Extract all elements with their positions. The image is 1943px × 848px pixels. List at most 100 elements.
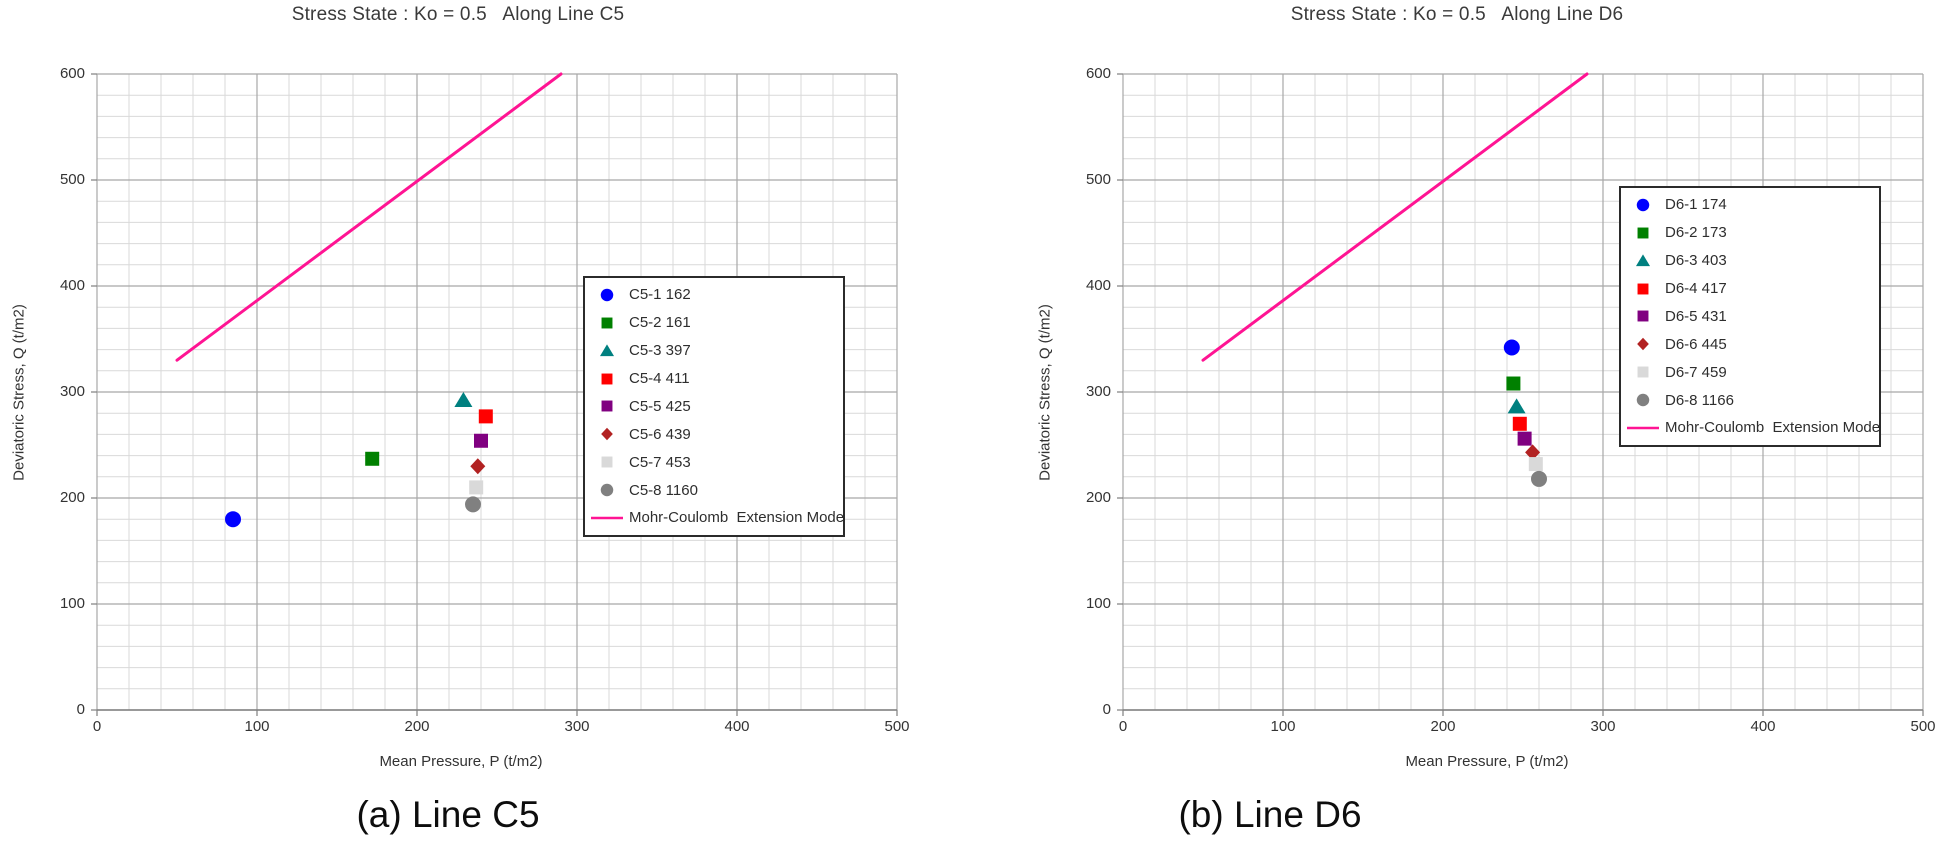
legend-marker-square-icon — [1627, 280, 1659, 298]
legend-item-d6-4: D6-4 417 — [1621, 276, 1879, 302]
legend-item-c5-2: C5-2 161 — [585, 310, 843, 336]
legend-label: C5-2 161 — [629, 314, 691, 332]
legend-label: D6-5 431 — [1665, 307, 1727, 325]
legend-marker-square-icon — [591, 453, 623, 471]
x-tick-label: 300 — [1590, 718, 1616, 735]
legend-label: D6-7 459 — [1665, 363, 1727, 381]
legend-item-d6-8: D6-8 1166 — [1621, 387, 1879, 413]
legend-marker-circle-icon — [591, 286, 623, 304]
marker-c5-3 — [454, 391, 473, 407]
marker-c5-6 — [470, 458, 486, 475]
marker-c5-7 — [469, 480, 484, 495]
x-axis-label: Mean Pressure, P (t/m2) — [1405, 753, 1569, 770]
legend-marker-circle-icon — [591, 481, 623, 499]
legend-item-d6-5: D6-5 431 — [1621, 303, 1879, 329]
legend: D6-1 174 D6-2 173 D6-3 403 D6-4 417 D6-5 431… — [1619, 186, 1881, 447]
legend-label: C5-7 453 — [629, 453, 691, 471]
marker-d6-1 — [1503, 339, 1520, 356]
legend-item-c5-7: C5-7 453 — [585, 449, 843, 475]
legend-item-c5-5: C5-5 425 — [585, 393, 843, 419]
x-tick-label: 400 — [724, 718, 750, 735]
marker-c5-4 — [478, 409, 493, 424]
legend-item-d6-1: D6-1 174 — [1621, 192, 1879, 218]
legend-item-c5-4: C5-4 411 — [585, 366, 843, 392]
legend-marker-diamond-icon — [591, 425, 623, 443]
chart-line-c5: Stress State : Ko = 0.5 Along Line C5 De… — [0, 0, 971, 848]
legend-label: D6-4 417 — [1665, 280, 1727, 298]
axis-ticks — [1117, 73, 1924, 716]
marker-d6-7 — [1528, 457, 1543, 472]
legend-marker-diamond-icon — [1627, 335, 1659, 353]
legend-marker-circle-icon — [1627, 391, 1659, 409]
legend-item-d6-3: D6-3 403 — [1621, 248, 1879, 274]
x-tick-label: 200 — [404, 718, 430, 735]
legend-label: C5-5 425 — [629, 397, 691, 415]
x-axis-label: Mean Pressure, P (t/m2) — [379, 753, 543, 770]
marker-c5-1 — [225, 511, 241, 528]
legend-label: D6-3 403 — [1665, 252, 1727, 270]
y-tick-label: 100 — [1085, 595, 1111, 612]
legend-item-mohr-coulomb: Mohr-Coulomb Extension Mode — [585, 505, 845, 531]
x-tick-label: 400 — [1750, 718, 1776, 735]
legend-marker-square-icon — [591, 314, 623, 332]
legend-label: C5-1 162 — [629, 286, 691, 304]
marker-c5-2 — [365, 451, 380, 466]
legend-label: C5-6 439 — [629, 425, 691, 443]
legend-item-c5-3: C5-3 397 — [585, 338, 843, 364]
y-tick-label: 0 — [76, 701, 85, 718]
y-tick-label: 300 — [1085, 383, 1111, 400]
legend-label: D6-6 445 — [1665, 335, 1727, 353]
legend-marker-square-icon — [591, 397, 623, 415]
x-tick-label: 0 — [92, 718, 102, 735]
legend-marker-triangle-icon — [1627, 252, 1659, 270]
x-tick-label: 0 — [1118, 718, 1128, 735]
chart-title: Stress State : Ko = 0.5 Along Line D6 — [1290, 4, 1624, 25]
legend-line-sample-icon — [591, 509, 623, 527]
legend-item-c5-8: C5-8 1160 — [585, 477, 843, 503]
y-tick-label: 500 — [1085, 171, 1111, 188]
y-tick-label: 0 — [1102, 701, 1111, 718]
legend-label: C5-3 397 — [629, 342, 691, 360]
y-tick-label: 600 — [59, 65, 85, 82]
legend-item-d6-6: D6-6 445 — [1621, 331, 1879, 357]
marker-d6-2 — [1506, 376, 1521, 391]
legend-marker-square-icon — [1627, 307, 1659, 325]
marker-c5-8 — [465, 496, 481, 513]
caption-a: (a) Line C5 — [356, 794, 540, 835]
legend-item-c5-1: C5-1 162 — [585, 282, 843, 308]
y-tick-label: 400 — [1085, 277, 1111, 294]
y-tick-label: 400 — [59, 277, 85, 294]
y-tick-label: 200 — [1085, 489, 1111, 506]
legend-marker-circle-icon — [1627, 196, 1659, 214]
marker-d6-8 — [1531, 470, 1547, 487]
x-tick-label: 500 — [884, 718, 910, 735]
legend-label: Mohr-Coulomb Extension Mode — [1665, 419, 1881, 437]
legend-label: D6-1 174 — [1665, 196, 1727, 214]
legend-item-d6-7: D6-7 459 — [1621, 359, 1879, 385]
y-tick-label: 300 — [59, 383, 85, 400]
legend-item-d6-2: D6-2 173 — [1621, 220, 1879, 246]
legend-marker-square-icon — [1627, 224, 1659, 242]
y-tick-label: 100 — [59, 595, 85, 612]
marker-c5-5 — [474, 433, 488, 448]
y-tick-label: 600 — [1085, 65, 1111, 82]
marker-d6-6 — [1525, 444, 1541, 461]
legend-label: C5-4 411 — [629, 370, 690, 388]
mohr-coulomb-line — [1201, 72, 1589, 362]
legend-line-sample-icon — [1627, 419, 1659, 437]
legend-label: D6-8 1166 — [1665, 391, 1734, 409]
legend-marker-square-icon — [1627, 363, 1659, 381]
mohr-coulomb-line — [175, 72, 563, 362]
x-tick-label: 300 — [564, 718, 590, 735]
legend-label: Mohr-Coulomb Extension Mode — [629, 509, 845, 527]
axis-ticks — [91, 73, 898, 716]
legend-item-c5-6: C5-6 439 — [585, 421, 843, 447]
legend-label: D6-2 173 — [1665, 224, 1727, 242]
chart-line-d6: Stress State : Ko = 0.5 Along Line D6 De… — [1026, 0, 1943, 848]
caption-b: (b) Line D6 — [1178, 794, 1362, 835]
marker-d6-3 — [1507, 398, 1526, 414]
y-tick-label: 500 — [59, 171, 85, 188]
legend-item-mohr-coulomb: Mohr-Coulomb Extension Mode — [1621, 415, 1881, 441]
legend-label: C5-8 1160 — [629, 481, 698, 499]
legend: C5-1 162 C5-2 161 C5-3 397 C5-4 411 C5-5 425… — [583, 276, 845, 537]
